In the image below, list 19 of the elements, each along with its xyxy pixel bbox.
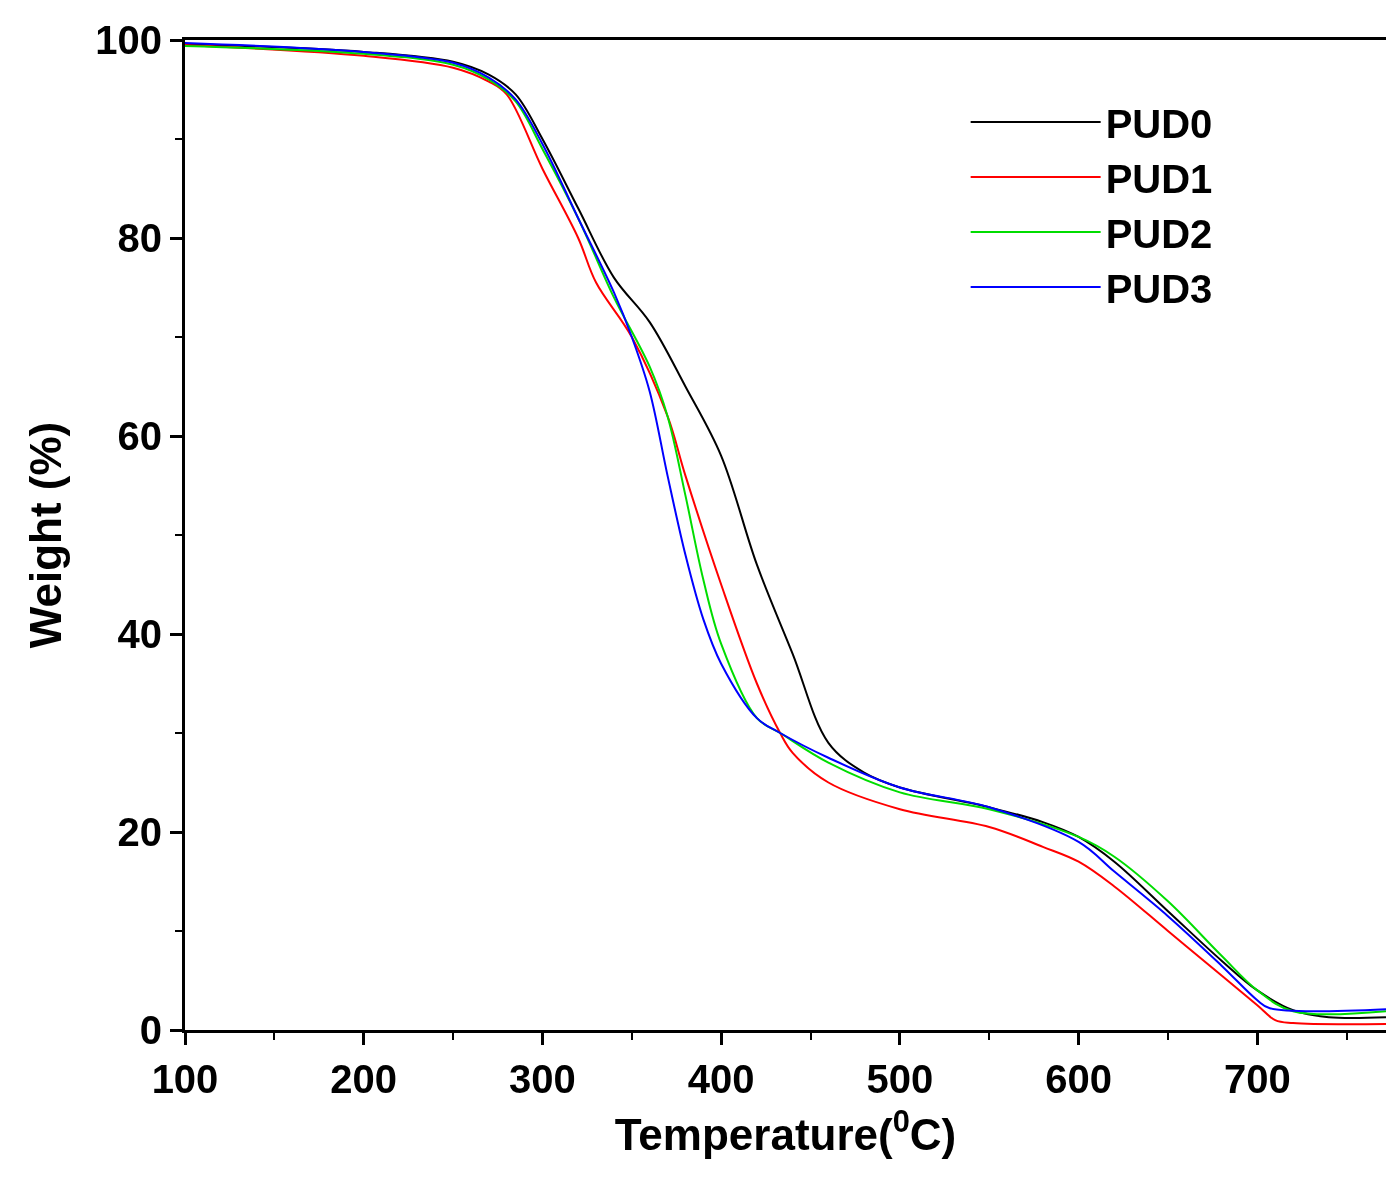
y-tick-label: 60 (117, 414, 162, 458)
y-tick-label: 20 (117, 810, 162, 854)
y-tick-label: 100 (95, 18, 162, 62)
x-tick-label: 700 (1223, 1057, 1291, 1101)
legend-label: PUD2 (1105, 211, 1213, 256)
legend-label: PUD3 (1105, 266, 1213, 311)
x-tick-label: 400 (687, 1057, 755, 1101)
x-tick-label: 500 (866, 1057, 934, 1101)
x-tick-label: 300 (509, 1057, 576, 1101)
y-tick-label: 80 (117, 216, 162, 260)
x-tick-label: 100 (151, 1057, 219, 1101)
y-axis-title: Weight (%) (21, 421, 71, 649)
y-tick-label: 0 (139, 1008, 162, 1052)
x-axis-title: Temperature($^{0}$C) (614, 1103, 957, 1160)
x-tick-label: 600 (1045, 1057, 1112, 1101)
x-tick-label: 200 (330, 1057, 398, 1101)
legend-label: PUD0 (1105, 101, 1213, 146)
legend-label: PUD1 (1105, 156, 1213, 201)
y-tick-label: 40 (117, 612, 162, 656)
